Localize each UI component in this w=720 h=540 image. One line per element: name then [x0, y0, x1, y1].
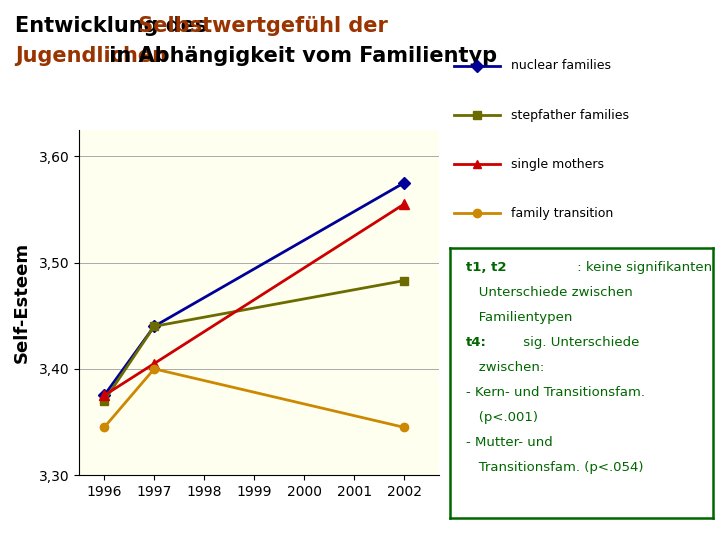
- Text: t4:: t4:: [466, 336, 487, 349]
- Text: sig. Unterschiede: sig. Unterschiede: [519, 336, 640, 349]
- Text: Entwicklung des: Entwicklung des: [15, 16, 215, 36]
- Text: Jugendlichen: Jugendlichen: [15, 46, 167, 66]
- Text: Familientypen: Familientypen: [466, 311, 572, 324]
- Text: stepfather families: stepfather families: [510, 109, 629, 122]
- Text: - Kern- und Transitionsfam.: - Kern- und Transitionsfam.: [466, 386, 645, 399]
- Text: Unterschiede zwischen: Unterschiede zwischen: [466, 286, 632, 299]
- Y-axis label: Self-Esteem: Self-Esteem: [12, 242, 30, 363]
- Text: Selbstwertgefühl der: Selbstwertgefühl der: [15, 16, 388, 36]
- Text: zwischen:: zwischen:: [466, 361, 544, 374]
- Text: : keine signifikanten: : keine signifikanten: [573, 261, 712, 274]
- Text: Transitionsfam. (p<.054): Transitionsfam. (p<.054): [466, 461, 643, 475]
- Text: nuclear families: nuclear families: [510, 59, 611, 72]
- Text: single mothers: single mothers: [510, 158, 603, 171]
- Text: family transition: family transition: [510, 207, 613, 220]
- Text: (p<.001): (p<.001): [466, 411, 538, 424]
- Text: t1, t2: t1, t2: [466, 261, 506, 274]
- Text: - Mutter- und: - Mutter- und: [466, 436, 552, 449]
- Text: in Abhängigkeit vom Familientyp: in Abhängigkeit vom Familientyp: [15, 46, 497, 66]
